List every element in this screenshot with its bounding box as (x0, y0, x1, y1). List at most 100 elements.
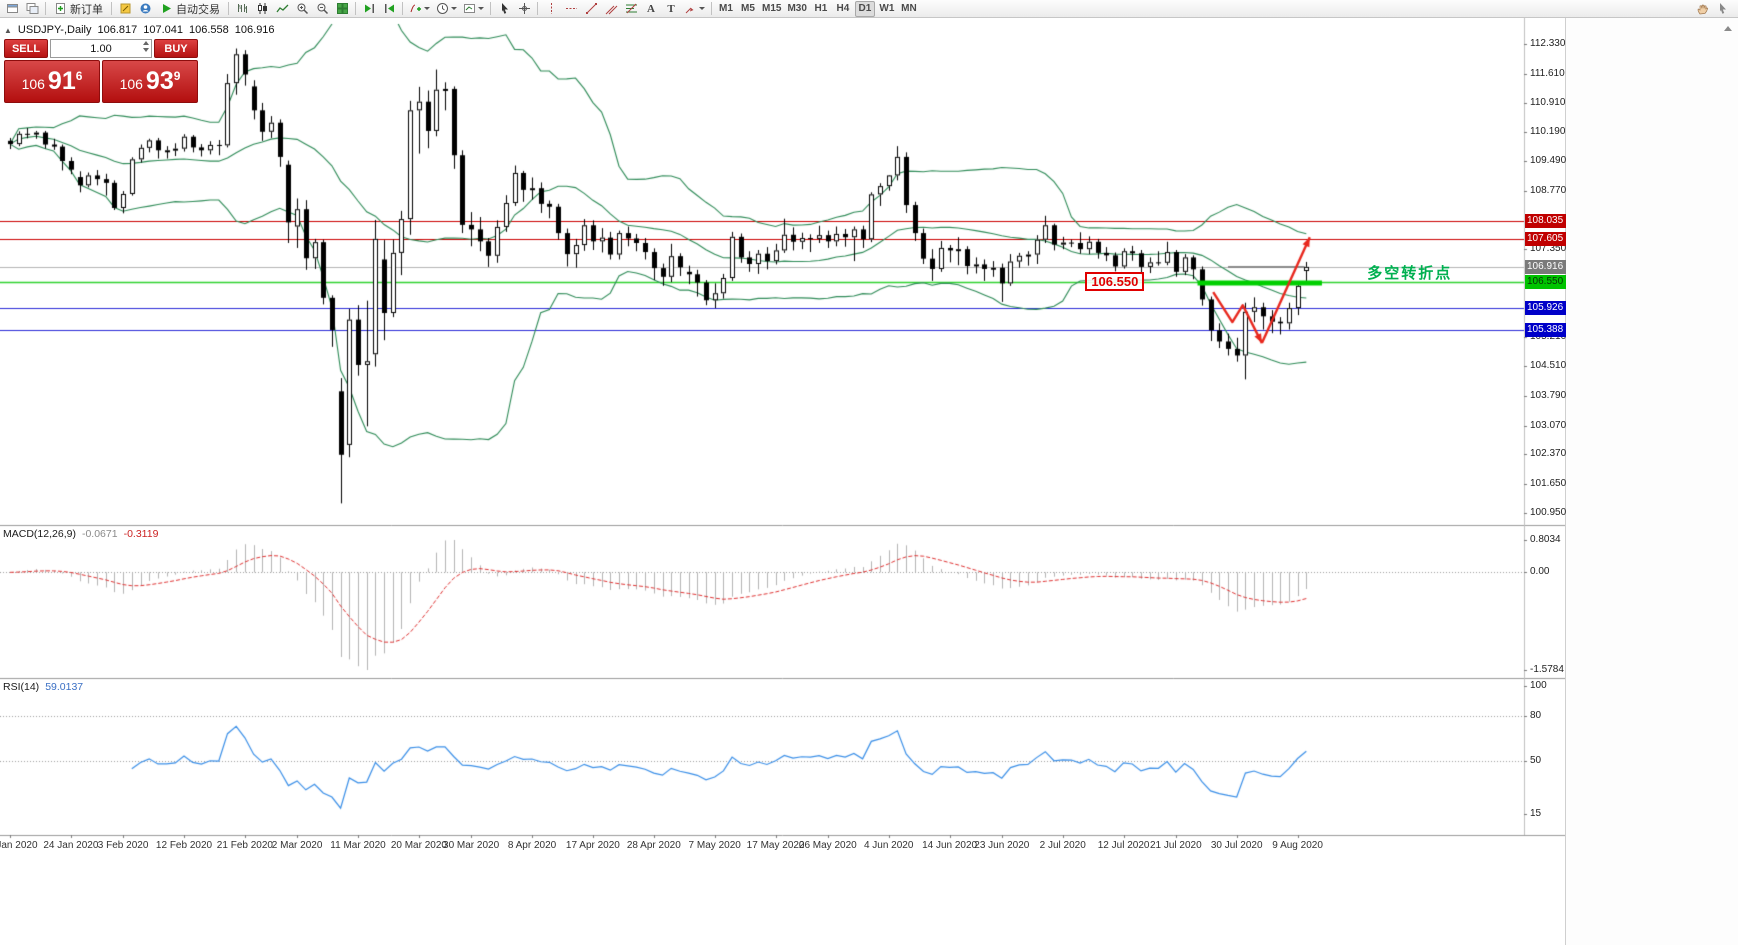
profiles-icon[interactable] (23, 1, 41, 17)
toolbar-separator (228, 2, 229, 15)
letter-a-glyph: A (647, 2, 655, 15)
time-axis-label: 17 May 2020 (746, 840, 805, 851)
price-axis-badge: 106.916 (1525, 260, 1566, 275)
price-annotation-box[interactable]: 106.550 (1085, 271, 1145, 291)
buy-price-point: 9 (173, 69, 181, 83)
buy-price-button[interactable]: 106 939 (102, 60, 198, 103)
time-axis-label: 8 Apr 2020 (507, 840, 557, 851)
bar-chart-icon[interactable] (233, 1, 251, 17)
timeframe-button-m30[interactable]: M30 (787, 3, 807, 14)
text-label-icon[interactable]: T (662, 1, 680, 17)
price-axis-badge: 105.388 (1525, 323, 1566, 337)
price-axis-tick: 103.790 (1530, 389, 1567, 401)
community-icon[interactable] (136, 1, 154, 17)
toolbar-separator (537, 2, 538, 15)
price-axis-badge: 106.550 (1525, 275, 1566, 290)
arrows-menu-icon[interactable] (682, 1, 707, 17)
text-icon[interactable]: A (642, 1, 660, 17)
chevron-down-icon (699, 7, 705, 10)
time-axis-label: 12 Feb 2020 (155, 840, 213, 851)
channel-icon[interactable] (602, 1, 620, 17)
ohlc-low: 106.558 (189, 24, 229, 36)
chevron-up-icon[interactable] (1724, 26, 1732, 31)
toolbar-right-group (1692, 1, 1736, 17)
ohlc-open: 106.817 (97, 24, 138, 36)
time-axis-label: 30 Mar 2020 (443, 840, 500, 851)
panel-splitter[interactable] (0, 523, 1565, 528)
zoom-out-icon[interactable] (313, 1, 331, 17)
toolbar-separator (111, 2, 112, 15)
macd-axis-tick: -1.5784 (1530, 664, 1564, 675)
timeframe-button-h4[interactable]: H4 (836, 3, 850, 14)
timeframe-button-mn[interactable]: MN (901, 3, 917, 14)
timeframe-button-d1[interactable]: D1 (854, 0, 875, 17)
fibonacci-icon[interactable] (622, 1, 640, 17)
time-axis-label: 14 Jun 2020 (922, 840, 978, 851)
timeframe-button-m1[interactable]: M1 (719, 3, 733, 14)
time-axis-label: 2 Mar 2020 (271, 840, 323, 851)
toolbar-separator (355, 2, 356, 15)
rsi-label: RSI(14) 59.0137 (3, 681, 83, 693)
time-axis-label: 12 Jul 2020 (1097, 840, 1150, 851)
chart-overlay: 112.330 111.610 110.910 110.190 109.490 108.7… (0, 18, 1567, 855)
play-icon (163, 4, 171, 13)
rsi-axis-tick: 50 (1530, 755, 1542, 767)
price-axis-tick: 110.190 (1530, 126, 1566, 138)
cursor-icon[interactable] (495, 1, 513, 17)
volume-decrease-button[interactable] (143, 48, 149, 52)
time-axis-label: 3 Feb 2020 (97, 840, 149, 851)
one-click-trading-panel: SELL 1.00 BUY 106 916 106 9 (4, 39, 198, 103)
timeframe-button-w1[interactable]: W1 (879, 3, 895, 14)
crosshair-icon[interactable] (515, 1, 533, 17)
price-axis-tick: 110.910 (1530, 96, 1566, 108)
toolbar-separator (490, 2, 491, 15)
timeframe-button-m15[interactable]: M15 (762, 3, 782, 14)
chart-window-icon[interactable] (3, 1, 21, 17)
sell-price-button[interactable]: 106 916 (4, 60, 100, 103)
candlestick-chart-icon[interactable] (253, 1, 271, 17)
sell-button[interactable]: SELL (4, 39, 48, 58)
price-axis-tick: 107.350 (1530, 243, 1567, 255)
vertical-line-icon[interactable] (542, 1, 560, 17)
price-axis-tick: 112.330 (1530, 38, 1566, 49)
auto-scroll-icon[interactable] (360, 1, 378, 17)
time-axis-label: 7 May 2020 (688, 840, 741, 851)
horizontal-line-icon[interactable] (562, 1, 580, 17)
ohlc-high: 107.041 (143, 24, 184, 36)
periods-icon[interactable] (434, 1, 459, 17)
volume-value: 1.00 (90, 42, 112, 55)
buy-button[interactable]: BUY (154, 39, 198, 58)
sell-price-prefix: 106 (21, 76, 45, 92)
zoom-in-icon[interactable] (293, 1, 311, 17)
trendline-icon[interactable] (582, 1, 600, 17)
price-chart[interactable] (0, 18, 1565, 855)
new-order-button[interactable]: 新订单 (50, 1, 107, 17)
macd-axis-tick: 0.00 (1530, 566, 1550, 578)
tile-windows-icon[interactable] (333, 1, 351, 17)
one-click-toggle[interactable]: ▲ (4, 25, 12, 35)
macd-name: MACD(12,26,9) (3, 528, 76, 540)
chevron-down-icon (424, 7, 430, 10)
volume-input[interactable]: 1.00 (50, 39, 152, 58)
metaeditor-icon[interactable] (116, 1, 134, 17)
annotation-text[interactable]: 多空转折点 (1367, 265, 1453, 282)
volume-increase-button[interactable] (143, 41, 149, 45)
time-axis-label: 21 Jul 2020 (1149, 840, 1202, 851)
volume-spinners (143, 41, 149, 52)
chart-shift-icon[interactable] (380, 1, 398, 17)
timeframe-button-m5[interactable]: M5 (741, 3, 755, 14)
autotrading-button[interactable]: 自动交易 (156, 1, 224, 17)
rsi-axis-tick: 80 (1530, 710, 1542, 722)
time-axis-label: 15 Jan 2020 (0, 840, 38, 851)
rsi-value: 59.0137 (45, 681, 84, 693)
line-chart-icon[interactable] (273, 1, 291, 17)
templates-icon[interactable] (461, 1, 486, 17)
sell-price-pips: 91 (47, 67, 76, 95)
chevron-down-icon (478, 7, 484, 10)
hand-tool-icon[interactable] (1693, 1, 1711, 17)
indicators-icon[interactable] (407, 1, 432, 17)
timeframe-button-h1[interactable]: H1 (814, 3, 828, 14)
panel-splitter[interactable] (0, 676, 1565, 681)
pointer-tool-icon[interactable] (1713, 1, 1731, 17)
